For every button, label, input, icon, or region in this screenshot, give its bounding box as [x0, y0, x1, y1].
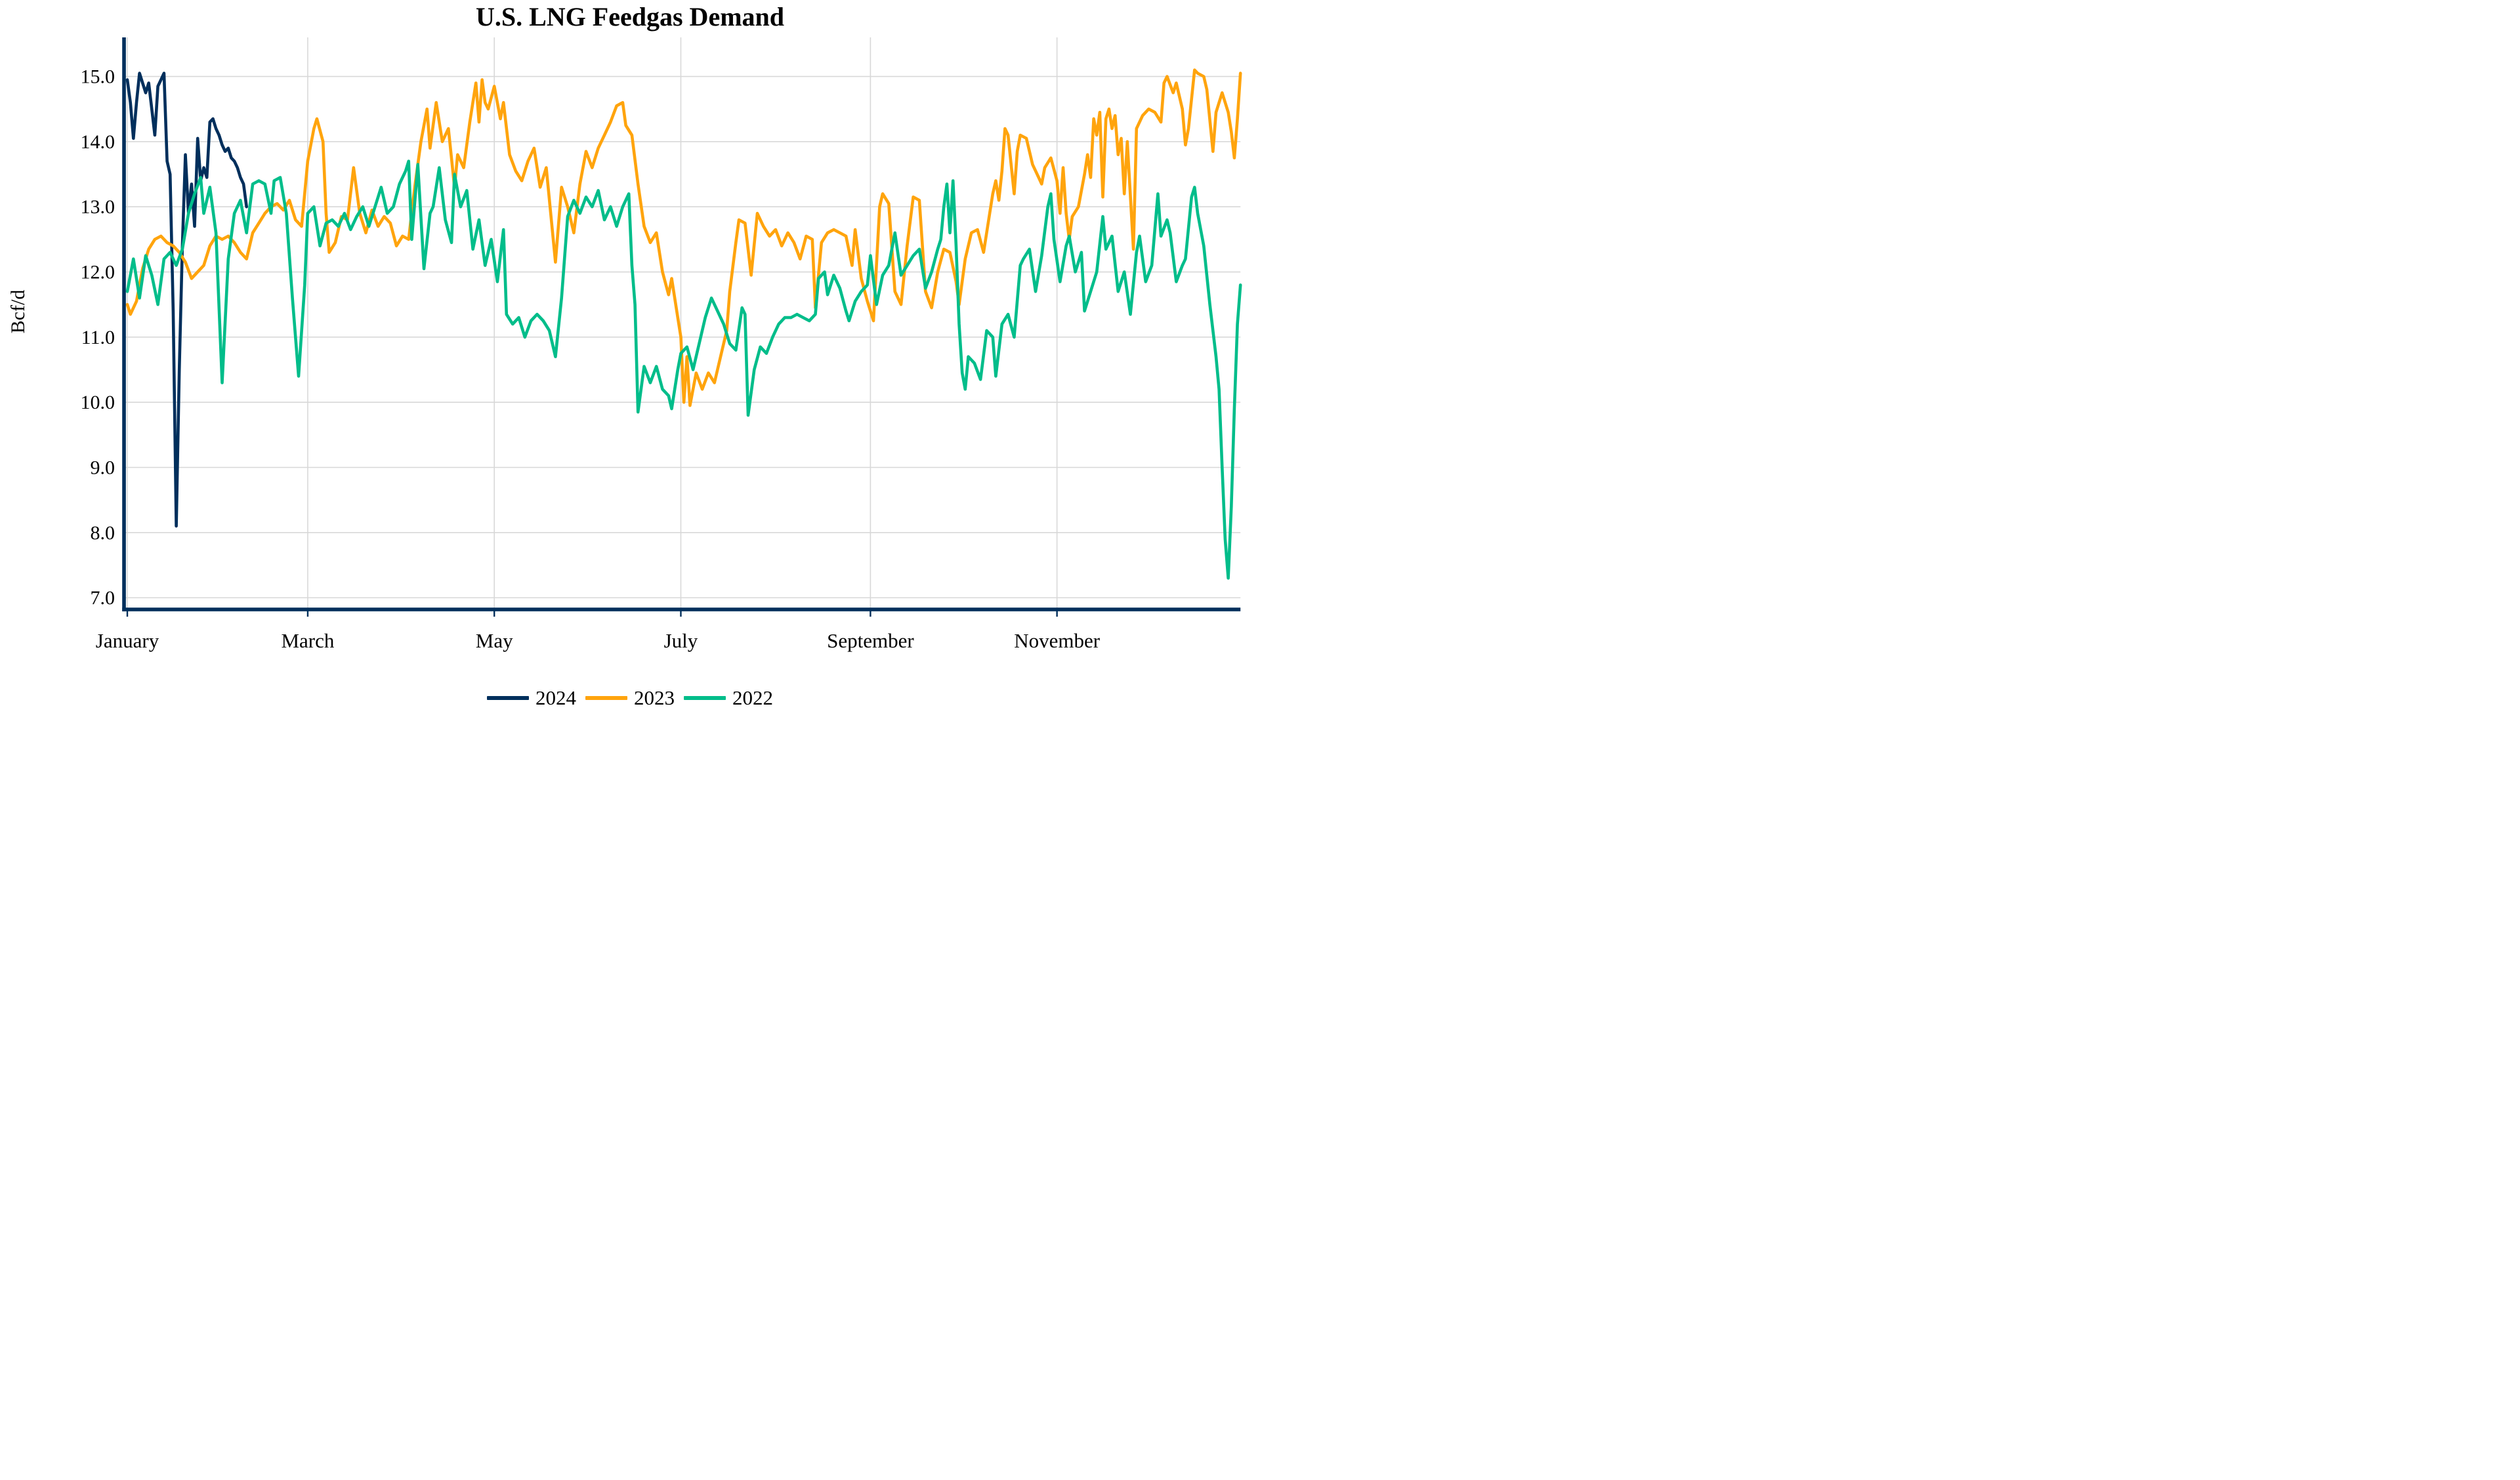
y-tick-label-7.0: 7.0: [91, 587, 116, 609]
y-tick-label-10.0: 10.0: [81, 392, 116, 413]
y-axis-title: Bcf/d: [7, 289, 29, 334]
legend-item-2024: 2024: [487, 688, 576, 708]
legend-item-2023: 2023: [585, 688, 675, 708]
x-tick-label-may: May: [476, 629, 513, 652]
legend-label-2022: 2022: [732, 686, 773, 709]
x-axis-spine: [122, 607, 1241, 611]
legend-label-2023: 2023: [634, 686, 675, 709]
y-tick-label-12.0: 12.0: [81, 262, 116, 283]
y-tick-label-13.0: 13.0: [81, 196, 116, 218]
chart-canvas: 15.0 14.0 13.0 12.0 11.0 10.0 9.0 8.0 7.0 January…: [81, 37, 1242, 652]
x-tick-label-september: September: [827, 629, 914, 652]
x-tick-label-march: March: [281, 629, 334, 652]
legend: 2024 2023 2022: [0, 688, 1260, 708]
y-axis-spine: [122, 37, 126, 611]
series-2022-line: [125, 159, 1242, 580]
y-tick-label-11.0: 11.0: [81, 327, 115, 348]
legend-swatch-2024-icon: [487, 695, 529, 700]
chart-title: U.S. LNG Feedgas Demand: [475, 2, 785, 31]
series-2023-line: [125, 68, 1242, 407]
legend-item-2022: 2022: [684, 688, 773, 708]
y-tick-label-9.0: 9.0: [91, 457, 116, 478]
x-tick-label-july: July: [664, 629, 698, 652]
y-tick-label-14.0: 14.0: [81, 131, 116, 153]
series-2024-line: [125, 72, 249, 528]
x-tick-label-january: January: [96, 629, 159, 652]
figure: 15.0 14.0 13.0 12.0 11.0 10.0 9.0 8.0 7.0 January…: [0, 0, 1260, 740]
legend-swatch-2022-icon: [684, 695, 726, 700]
x-tick-label-november: November: [1014, 629, 1101, 652]
y-tick-label-8.0: 8.0: [91, 522, 116, 544]
y-tick-label-15.0: 15.0: [81, 66, 116, 88]
legend-label-2024: 2024: [536, 686, 576, 709]
legend-swatch-2023-icon: [585, 695, 627, 700]
